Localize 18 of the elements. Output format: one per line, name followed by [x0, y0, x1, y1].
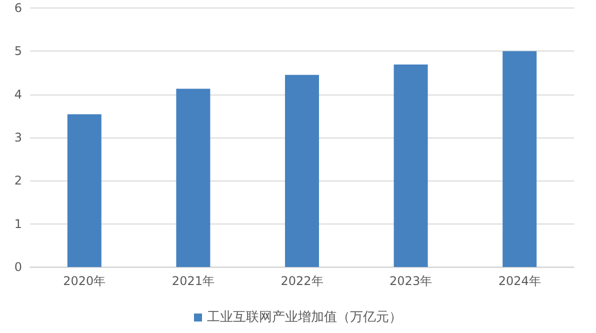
legend-label: 工业互联网产业增加值（万亿元）: [207, 310, 402, 325]
bar: [285, 74, 319, 267]
y-tick-label: 5: [14, 44, 22, 58]
bar: [176, 88, 210, 267]
x-tick-label: 2023年: [390, 274, 432, 288]
bar: [394, 64, 428, 267]
y-tick-label: 2: [14, 174, 22, 188]
y-tick-label: 0: [14, 260, 22, 274]
y-tick-label: 1: [14, 216, 22, 231]
x-tick-label: 2024年: [498, 274, 541, 288]
x-tick-label: 2022年: [280, 274, 324, 288]
bar: [67, 114, 102, 267]
y-tick-label: 4: [14, 87, 22, 102]
bar: [502, 51, 537, 267]
y-tick-label: 6: [14, 1, 22, 15]
y-tick-label: 3: [14, 130, 22, 144]
x-tick-label: 2020年: [63, 274, 106, 288]
x-tick-label: 2021年: [172, 274, 214, 288]
